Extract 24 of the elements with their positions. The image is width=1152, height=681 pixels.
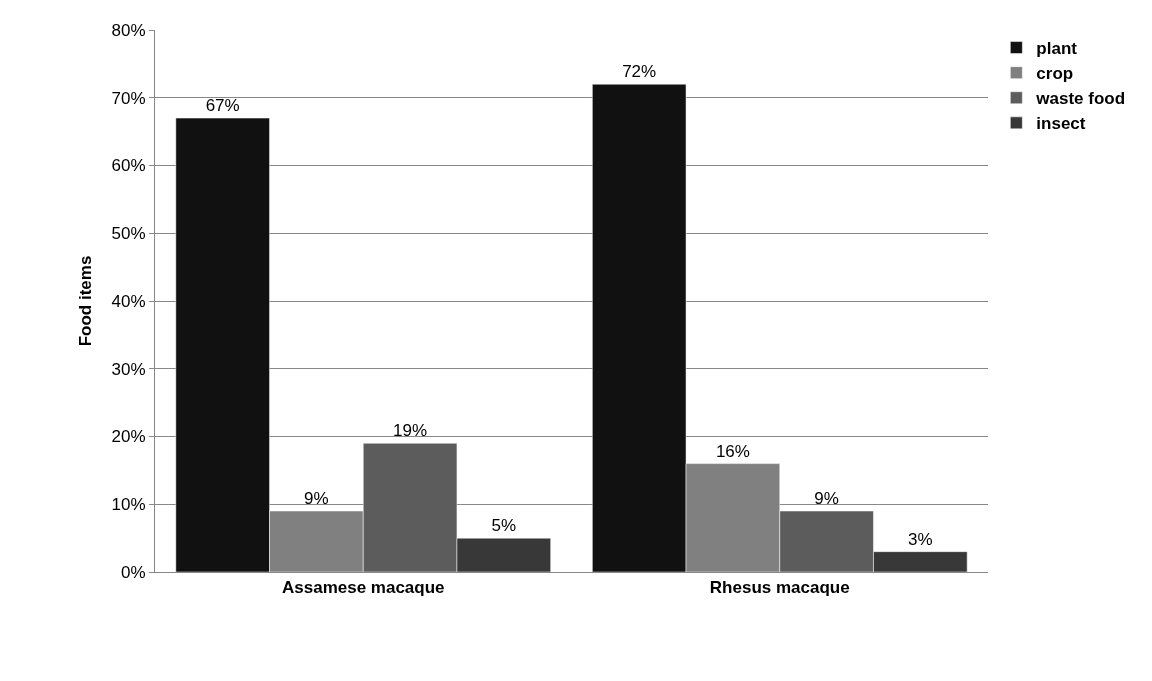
y-tick-label: 10%: [111, 495, 146, 515]
data-label: 72%: [622, 62, 657, 82]
legend-label: plant: [1036, 39, 1078, 59]
data-label: 16%: [715, 441, 750, 461]
y-tick-label: 50%: [111, 224, 146, 244]
y-tick-label: 70%: [111, 88, 146, 108]
y-tick-label: 20%: [111, 427, 146, 447]
y-tick-label: 30%: [111, 359, 146, 379]
data-label: 5%: [491, 516, 517, 536]
x-tick-label: Assamese macaque: [281, 578, 445, 598]
legend-label: insect: [1036, 114, 1086, 134]
data-label: 9%: [304, 489, 329, 509]
data-label: 9%: [814, 489, 839, 509]
y-axis-title: Food items: [76, 255, 96, 347]
legend-label: crop: [1036, 64, 1074, 84]
y-tick-label: 40%: [111, 291, 146, 311]
legend-label: waste food: [1035, 89, 1126, 109]
x-tick-label: Rhesus macaque: [709, 578, 850, 598]
y-tick-label: 60%: [111, 156, 146, 176]
data-label: 19%: [393, 421, 428, 441]
data-label: 67%: [205, 96, 240, 116]
data-label: 3%: [908, 529, 933, 549]
y-tick-label: 80%: [111, 20, 146, 40]
y-tick-label: 0%: [121, 562, 146, 582]
